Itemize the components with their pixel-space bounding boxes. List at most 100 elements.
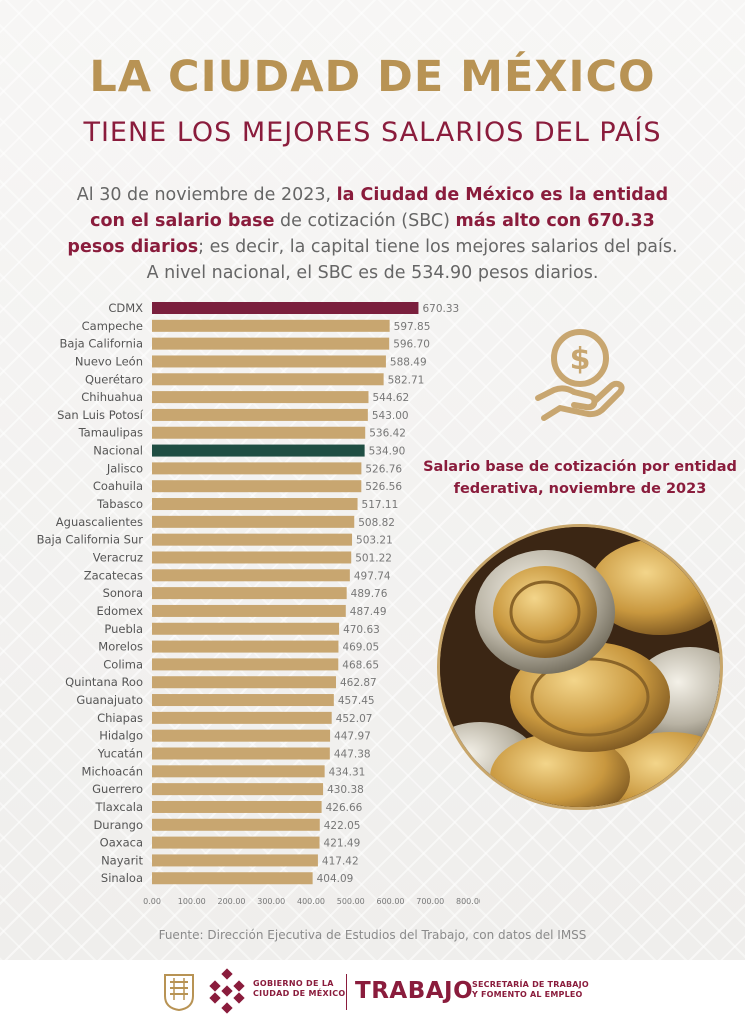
category-label: Tabasco bbox=[96, 497, 143, 511]
value-label: 421.49 bbox=[324, 838, 361, 850]
value-label: 487.49 bbox=[350, 606, 387, 618]
bar-sinaloa bbox=[152, 872, 313, 885]
government-logo-icon bbox=[209, 968, 245, 1014]
bar-sonora bbox=[152, 587, 347, 600]
bar-durango bbox=[152, 818, 320, 831]
value-label: 470.63 bbox=[343, 624, 380, 636]
category-label: Campeche bbox=[82, 319, 143, 333]
value-label: 422.05 bbox=[324, 820, 361, 832]
svg-text:$: $ bbox=[570, 342, 591, 377]
value-label: 536.42 bbox=[369, 428, 406, 440]
category-label: Guanajuato bbox=[76, 693, 143, 707]
footer-divider bbox=[346, 974, 347, 1010]
sec-line-2: Y FOMENTO AL EMPLEO bbox=[472, 990, 583, 999]
value-label: 670.33 bbox=[422, 303, 459, 315]
value-label: 508.82 bbox=[358, 517, 395, 529]
intro-paragraph: Al 30 de noviembre de 2023, la Ciudad de… bbox=[60, 182, 685, 286]
x-tick-label: 500.00 bbox=[337, 897, 365, 906]
value-label: 430.38 bbox=[327, 784, 364, 796]
bar-nuevo-león bbox=[152, 355, 386, 368]
category-label: Sinaloa bbox=[101, 871, 143, 885]
value-label: 501.22 bbox=[355, 552, 392, 564]
city-crest-icon bbox=[164, 974, 194, 1012]
value-label: 457.45 bbox=[338, 695, 375, 707]
value-label: 426.66 bbox=[326, 802, 363, 814]
value-label: 526.76 bbox=[365, 463, 402, 475]
category-label: Veracruz bbox=[93, 550, 143, 564]
intro-bold-2: más alto con 670.33 pesos diarios bbox=[67, 211, 655, 257]
gov-line-1: GOBIERNO DE LA bbox=[253, 979, 334, 988]
bar-tlaxcala bbox=[152, 800, 322, 813]
page-subtitle: TIENE LOS MEJORES SALARIOS DEL PAÍS bbox=[83, 117, 662, 148]
x-tick-label: 100.00 bbox=[178, 897, 206, 906]
gov-line-2: CIUDAD DE MÉXICO bbox=[253, 989, 346, 998]
sec-line-1: SECRETARÍA DE TRABAJO bbox=[472, 980, 589, 989]
category-label: Zacatecas bbox=[84, 568, 143, 582]
category-label: Durango bbox=[93, 818, 143, 832]
bar-quintana-roo bbox=[152, 676, 336, 689]
coins-illustration bbox=[440, 527, 720, 807]
intro-bold-1: la Ciudad de México es la entidad con el… bbox=[90, 185, 669, 231]
category-label: CDMX bbox=[108, 301, 143, 315]
bar-baja-california bbox=[152, 337, 390, 350]
value-label: 417.42 bbox=[322, 855, 359, 867]
category-label: Quintana Roo bbox=[65, 675, 143, 689]
value-label: 526.56 bbox=[365, 481, 402, 493]
category-label: Tamaulipas bbox=[78, 426, 143, 440]
bar-aguascalientes bbox=[152, 515, 355, 528]
x-tick-label: 800.00 bbox=[456, 897, 480, 906]
value-label: 462.87 bbox=[340, 677, 377, 689]
bar-nacional bbox=[152, 444, 365, 457]
category-label: Morelos bbox=[98, 640, 143, 654]
category-label: Nacional bbox=[93, 444, 143, 458]
bar-zacatecas bbox=[152, 569, 350, 582]
value-label: 489.76 bbox=[351, 588, 388, 600]
bar-puebla bbox=[152, 622, 340, 635]
category-label: Yucatán bbox=[97, 747, 143, 761]
category-label: Sonora bbox=[103, 586, 143, 600]
category-label: Chiapas bbox=[97, 711, 143, 725]
x-tick-label: 300.00 bbox=[257, 897, 285, 906]
bar-edomex bbox=[152, 604, 346, 617]
category-label: Puebla bbox=[104, 622, 143, 636]
x-tick-label: 0.00 bbox=[143, 897, 161, 906]
value-label: 447.38 bbox=[334, 749, 371, 761]
intro-text-2: de cotización (SBC) bbox=[274, 211, 456, 231]
bar-veracruz bbox=[152, 551, 352, 564]
category-label: San Luis Potosí bbox=[57, 408, 144, 422]
category-label: Nuevo León bbox=[75, 354, 143, 368]
value-label: 497.74 bbox=[354, 570, 391, 582]
category-label: Aguascalientes bbox=[56, 515, 143, 529]
government-name: GOBIERNO DE LA CIUDAD DE MÉXICO bbox=[253, 979, 346, 999]
bar-chiapas bbox=[152, 711, 332, 724]
salary-bar-chart: CDMX 670.33 Campeche 597.85 Baja California 5… bbox=[37, 301, 480, 906]
trabajo-wordmark: TRABAJO bbox=[355, 978, 474, 1004]
value-label: 468.65 bbox=[342, 659, 379, 671]
value-label: 503.21 bbox=[356, 535, 393, 547]
bar-colima bbox=[152, 658, 339, 671]
bar-campeche bbox=[152, 319, 390, 332]
category-label: Jalisco bbox=[106, 461, 143, 475]
bar-oaxaca bbox=[152, 836, 320, 849]
value-label: 452.07 bbox=[336, 713, 373, 725]
x-tick-label: 400.00 bbox=[297, 897, 325, 906]
value-label: 434.31 bbox=[329, 766, 366, 778]
bar-yucatán bbox=[152, 747, 330, 760]
value-label: 517.11 bbox=[362, 499, 399, 511]
category-label: Baja California Sur bbox=[37, 533, 144, 547]
coins-photo bbox=[437, 524, 723, 810]
value-label: 404.09 bbox=[317, 873, 354, 885]
bar-guerrero bbox=[152, 783, 324, 796]
intro-text-1: Al 30 de noviembre de 2023, bbox=[76, 185, 337, 205]
category-label: Tlaxcala bbox=[95, 800, 143, 814]
bar-querétaro bbox=[152, 373, 384, 386]
bar-michoacán bbox=[152, 765, 325, 778]
category-label: Nayarit bbox=[101, 853, 143, 867]
category-label: Michoacán bbox=[82, 764, 143, 778]
bar-tabasco bbox=[152, 498, 358, 511]
x-tick-label: 600.00 bbox=[377, 897, 405, 906]
value-label: 582.71 bbox=[388, 374, 425, 386]
bar-tamaulipas bbox=[152, 426, 366, 439]
value-label: 469.05 bbox=[342, 642, 379, 654]
money-hand-icon: $ bbox=[535, 329, 625, 421]
